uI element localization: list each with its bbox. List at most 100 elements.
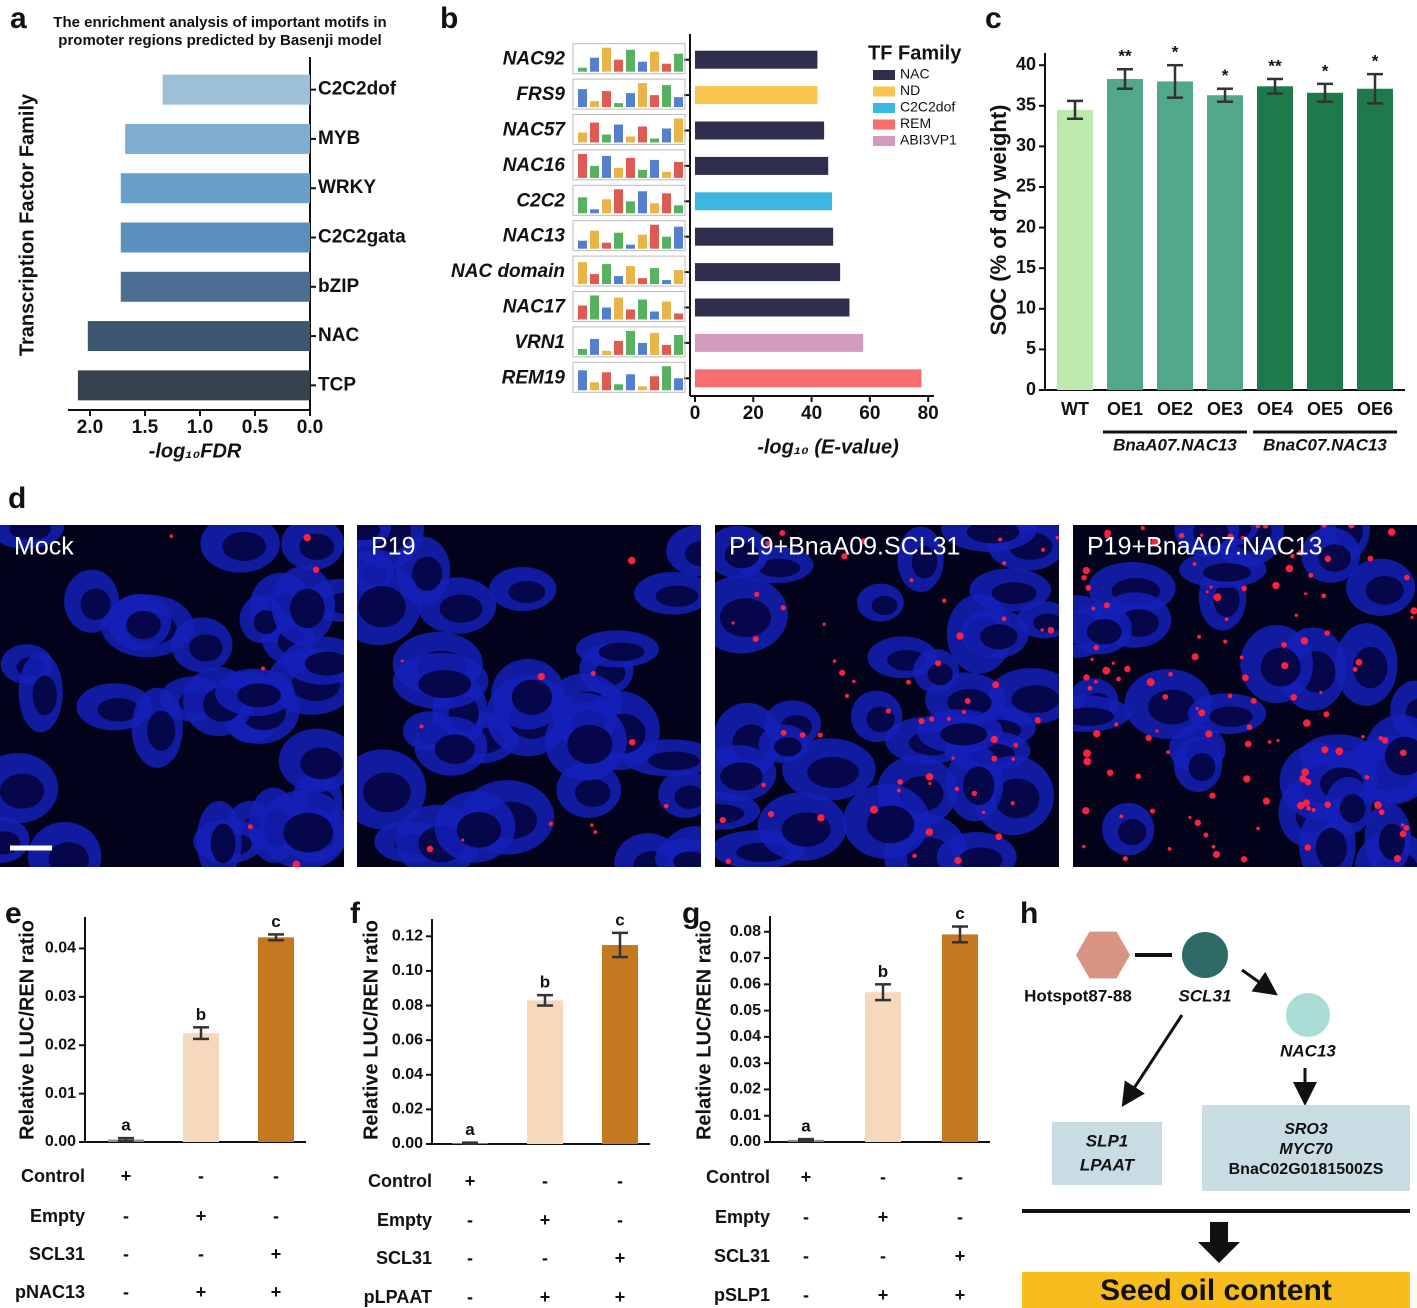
lipid-droplet bbox=[247, 824, 253, 830]
treatment-mark: - bbox=[880, 1246, 886, 1266]
lipid-droplet bbox=[312, 566, 320, 573]
lipid-droplet bbox=[1403, 825, 1410, 831]
legend-label: C2C2dof bbox=[900, 99, 955, 115]
lipid-droplet bbox=[761, 782, 766, 788]
arrow bbox=[1241, 968, 1278, 996]
panel-letter: b bbox=[440, 2, 458, 35]
cell-lumen bbox=[289, 588, 325, 629]
lipid-droplet bbox=[1168, 671, 1173, 677]
cell-lumen bbox=[508, 581, 546, 603]
lipid-droplet bbox=[942, 598, 947, 603]
cell-lumen bbox=[1073, 707, 1114, 726]
lipid-droplet bbox=[1302, 799, 1310, 807]
treatment-mark: - bbox=[880, 1167, 886, 1187]
significance-label: * bbox=[1172, 43, 1179, 62]
lipid-droplet bbox=[1321, 525, 1327, 528]
lipid-droplet bbox=[1239, 655, 1244, 660]
lipid-droplet bbox=[400, 659, 404, 663]
lipid-droplet bbox=[1135, 773, 1142, 780]
bar bbox=[77, 370, 311, 401]
lipid-droplet bbox=[1300, 637, 1309, 645]
lipid-droplet bbox=[1103, 602, 1110, 609]
target-box bbox=[1052, 1122, 1162, 1185]
error-bar bbox=[462, 1141, 478, 1145]
cell-lumen bbox=[1318, 544, 1351, 572]
lipid-droplet bbox=[1083, 749, 1091, 758]
significance-label: c bbox=[955, 904, 964, 923]
bar bbox=[695, 86, 818, 105]
motif-letter bbox=[590, 209, 599, 214]
motif-logo bbox=[572, 149, 686, 181]
lipid-droplet bbox=[1308, 572, 1314, 578]
chart-title: The enrichment analysis of important mot… bbox=[53, 14, 387, 49]
lipid-droplet bbox=[1149, 808, 1155, 814]
motif-letter bbox=[626, 136, 635, 143]
motif-letter bbox=[662, 280, 671, 285]
y-tick-label: 0.04 bbox=[730, 1028, 761, 1045]
category-label: C2C2dof bbox=[318, 79, 397, 100]
category-label: NAC domain bbox=[451, 261, 565, 282]
treatment-mark: + bbox=[271, 1244, 282, 1264]
lipid-droplet bbox=[628, 738, 636, 746]
lipid-droplet bbox=[1199, 533, 1204, 537]
lipid-droplet bbox=[961, 709, 966, 715]
cell-lumen bbox=[1384, 736, 1417, 776]
y-axis-label: Transcription Factor Family bbox=[16, 93, 38, 356]
lipid-droplet bbox=[1348, 525, 1355, 529]
motif-letter bbox=[662, 171, 671, 178]
x-tick-label: 1.0 bbox=[187, 417, 213, 438]
lipid-droplet bbox=[839, 669, 846, 676]
cell-lumen bbox=[357, 525, 381, 541]
motif-letter bbox=[650, 159, 659, 178]
legend-swatch bbox=[873, 70, 895, 80]
motif-letter bbox=[650, 224, 659, 249]
x-axis-label: -log₁₀ (E-value) bbox=[757, 436, 899, 458]
lipid-droplet bbox=[1093, 729, 1101, 738]
bar bbox=[695, 333, 864, 352]
motif-letter bbox=[638, 83, 647, 108]
treatment-mark: - bbox=[467, 1210, 473, 1230]
lipid-droplet bbox=[1241, 535, 1246, 540]
lipid-droplet bbox=[754, 591, 760, 597]
y-tick-label: 0.02 bbox=[392, 1101, 423, 1118]
lipid-droplet bbox=[912, 853, 917, 859]
cell-lumen bbox=[1202, 563, 1251, 582]
treatment-mark: - bbox=[467, 1248, 473, 1268]
lipid-droplet bbox=[1302, 719, 1311, 727]
treatment-mark: + bbox=[540, 1210, 551, 1230]
legend-swatch bbox=[873, 136, 895, 146]
cell-lumen bbox=[511, 679, 553, 715]
lipid-droplet bbox=[1387, 528, 1396, 536]
legend-title: TF Family bbox=[868, 42, 962, 64]
lipid-droplet bbox=[1324, 801, 1331, 808]
y-axis-label: Relative LUC/REN ratio bbox=[360, 920, 382, 1140]
bar bbox=[527, 1000, 563, 1144]
lipid-droplet bbox=[1297, 549, 1304, 556]
lipid-droplet bbox=[1195, 707, 1199, 711]
lipid-droplet bbox=[946, 716, 951, 721]
lipid-droplet bbox=[1111, 661, 1115, 665]
motif-letter bbox=[638, 386, 647, 391]
y-tick-label: 0.02 bbox=[730, 1081, 761, 1098]
x-tick-label: 40 bbox=[801, 403, 822, 424]
motif-logo bbox=[572, 361, 686, 393]
motif-letter bbox=[662, 63, 671, 72]
cell-lumen bbox=[97, 698, 140, 722]
cell-lumen bbox=[674, 785, 701, 810]
motif-letter bbox=[614, 276, 623, 285]
motif-letter bbox=[662, 344, 671, 355]
cell-lumen bbox=[598, 642, 645, 662]
cell-lumen bbox=[758, 558, 801, 578]
lipid-droplet bbox=[1178, 532, 1185, 539]
lipid-droplet bbox=[1140, 526, 1145, 531]
treatment-label: SCL31 bbox=[29, 1244, 85, 1264]
bar bbox=[258, 937, 294, 1142]
cell-lumen bbox=[0, 773, 45, 809]
treatment-mark: + bbox=[121, 1166, 132, 1186]
lipid-droplet bbox=[1124, 665, 1131, 673]
lipid-droplet bbox=[1267, 740, 1272, 744]
error-bar bbox=[268, 933, 284, 942]
treatment-label: Control bbox=[706, 1167, 770, 1187]
error-bar bbox=[1167, 63, 1183, 99]
cell-lumen bbox=[567, 724, 613, 765]
